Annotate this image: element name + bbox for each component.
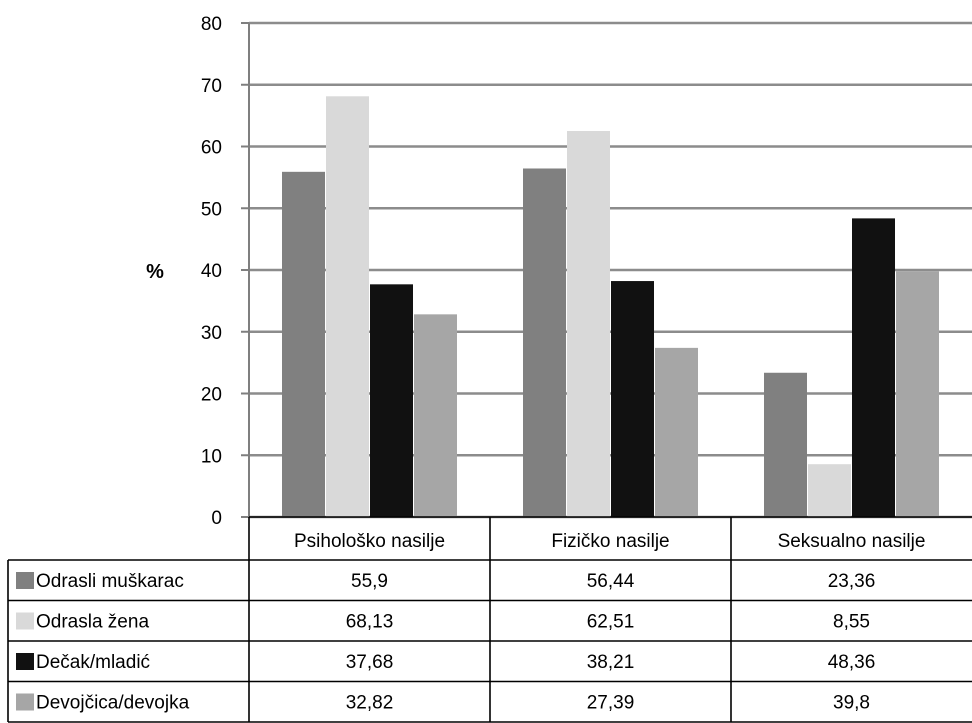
y-tick-label: 40: [201, 261, 222, 282]
data-value-label: 38,21: [587, 652, 635, 673]
legend-entry: Devojčica/devojka: [36, 693, 190, 714]
bar: [523, 168, 566, 517]
data-value-label: 23,36: [828, 571, 876, 592]
legend-swatch: [16, 612, 34, 630]
y-axis-ticks: 0 10 20 30 40 50 60 70 80: [201, 14, 222, 529]
bar: [370, 284, 413, 517]
data-value-label: 48,36: [828, 652, 876, 673]
bar: [611, 281, 654, 517]
gridlines: [241, 21, 972, 519]
y-axis-label: %: [146, 261, 164, 283]
bar: [852, 218, 895, 517]
y-tick-label: 10: [201, 446, 222, 467]
data-value-label: 27,39: [587, 693, 635, 714]
bar: [808, 464, 851, 517]
y-tick-label: 30: [201, 323, 222, 344]
data-value-label: 56,44: [587, 571, 635, 592]
legend-entry: Odrasli muškarac: [36, 571, 184, 592]
bar: [896, 271, 939, 517]
y-tick-label: 20: [201, 385, 222, 406]
y-tick-label: 50: [201, 199, 222, 220]
y-tick-label: 80: [201, 14, 222, 35]
data-value-label: 32,82: [346, 693, 394, 714]
bar: [567, 131, 610, 518]
data-value-label: 37,68: [346, 652, 394, 673]
x-category-label: Seksualno nasilje: [778, 531, 926, 552]
data-table: Psihološko nasilje Fizičko nasilje Seksual…: [7, 516, 972, 723]
bar: [282, 171, 325, 517]
bar: [326, 96, 369, 518]
legend-swatch: [16, 572, 34, 589]
data-value-label: 8,55: [833, 612, 870, 633]
data-value-label: 68,13: [346, 612, 394, 633]
legend-entry: Dečak/mladić: [36, 652, 150, 673]
x-category-label: Fizičko nasilje: [551, 531, 669, 552]
bar: [414, 314, 457, 517]
y-tick-label: 60: [201, 138, 222, 159]
data-value-label: 39,8: [833, 693, 870, 714]
data-value-label: 62,51: [587, 612, 635, 633]
legend-swatch: [16, 653, 34, 670]
x-category-label: Psihološko nasilje: [294, 531, 445, 552]
legend-entry: Odrasla žena: [36, 612, 149, 633]
bar: [764, 372, 807, 517]
data-value-label: 55,9: [351, 571, 388, 592]
legend-swatch: [16, 693, 34, 711]
bars: [282, 96, 939, 518]
y-tick-label: 0: [211, 508, 222, 529]
y-tick-label: 70: [201, 76, 222, 97]
bar: [655, 347, 698, 517]
